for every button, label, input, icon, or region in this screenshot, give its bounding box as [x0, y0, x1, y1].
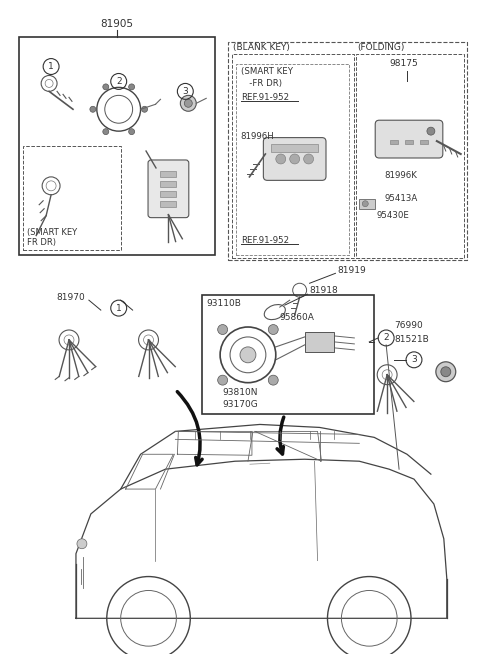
Text: 81521B: 81521B	[394, 335, 429, 344]
Text: FR DR): FR DR)	[27, 238, 56, 247]
Circle shape	[129, 129, 134, 134]
Circle shape	[268, 375, 278, 385]
Bar	[160, 201, 176, 207]
Text: (BLANK KEY): (BLANK KEY)	[233, 43, 290, 52]
Text: 1: 1	[48, 62, 54, 71]
Text: 76990: 76990	[394, 321, 423, 329]
Text: 81970: 81970	[56, 293, 85, 302]
Text: -FR DR): -FR DR)	[241, 79, 282, 88]
Circle shape	[290, 154, 300, 164]
Bar	[19, 37, 215, 255]
Circle shape	[217, 325, 228, 335]
Circle shape	[103, 129, 109, 134]
Bar	[390, 140, 398, 144]
Bar	[232, 54, 354, 258]
Text: (FOLDING): (FOLDING)	[357, 43, 405, 52]
Circle shape	[77, 539, 87, 548]
Text: (SMART KEY: (SMART KEY	[241, 67, 293, 76]
Bar	[23, 146, 120, 251]
Bar	[160, 171, 176, 177]
Text: 2: 2	[384, 333, 389, 342]
Circle shape	[103, 84, 109, 90]
Circle shape	[441, 367, 451, 377]
Text: 93810N: 93810N	[222, 388, 258, 397]
Bar	[160, 191, 176, 197]
Bar	[160, 181, 176, 187]
Bar	[420, 140, 428, 144]
Bar	[202, 295, 374, 415]
Circle shape	[142, 106, 147, 112]
FancyBboxPatch shape	[264, 138, 326, 180]
Circle shape	[436, 362, 456, 382]
Bar	[228, 42, 467, 260]
Bar	[356, 54, 464, 258]
Text: 3: 3	[411, 356, 417, 364]
Circle shape	[129, 84, 134, 90]
Circle shape	[268, 325, 278, 335]
Bar	[305, 332, 335, 352]
Text: 95860A: 95860A	[280, 312, 315, 321]
Bar	[271, 144, 318, 152]
Bar	[360, 199, 375, 209]
Text: 3: 3	[182, 87, 188, 96]
Bar	[236, 64, 349, 255]
Text: 81905: 81905	[101, 19, 134, 29]
Text: 93110B: 93110B	[206, 298, 241, 308]
Text: 81919: 81919	[337, 266, 366, 275]
Circle shape	[217, 375, 228, 385]
Text: 93170G: 93170G	[222, 400, 258, 409]
Circle shape	[184, 99, 192, 108]
Text: 95430E: 95430E	[376, 211, 409, 220]
Circle shape	[276, 154, 286, 164]
Circle shape	[362, 201, 368, 207]
Text: 81996H: 81996H	[240, 132, 274, 140]
Circle shape	[427, 127, 435, 135]
FancyBboxPatch shape	[375, 120, 443, 158]
Circle shape	[240, 347, 256, 363]
Circle shape	[180, 95, 196, 112]
Text: 1: 1	[116, 304, 121, 313]
Text: 98175: 98175	[389, 59, 418, 68]
Text: 81918: 81918	[310, 286, 338, 295]
Text: 81996K: 81996K	[384, 171, 417, 180]
FancyBboxPatch shape	[148, 160, 189, 218]
Circle shape	[304, 154, 313, 164]
Text: 95413A: 95413A	[384, 194, 418, 203]
Circle shape	[90, 106, 96, 112]
Bar	[405, 140, 413, 144]
Text: REF.91-952: REF.91-952	[241, 93, 289, 102]
Text: 2: 2	[116, 77, 121, 86]
Text: (SMART KEY: (SMART KEY	[27, 228, 77, 237]
Text: REF.91-952: REF.91-952	[241, 236, 289, 245]
